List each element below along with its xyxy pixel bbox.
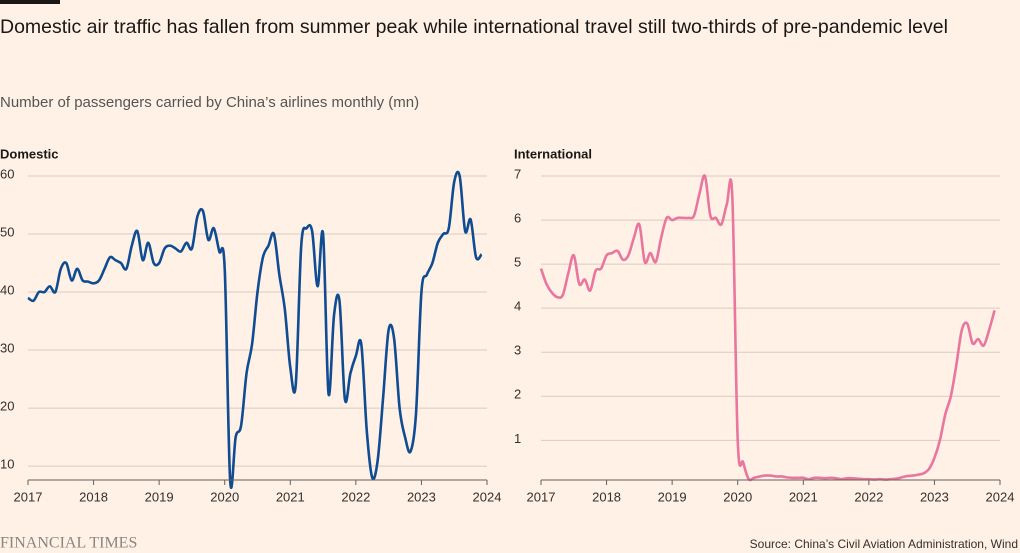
- y-tick-label: 30: [0, 340, 14, 355]
- y-tick-label: 50: [0, 224, 14, 239]
- logo: FINANCIAL TIMES: [0, 535, 137, 552]
- title: Domestic air traffic has fallen from sum…: [0, 16, 948, 38]
- x-tick-label: 2020: [210, 489, 239, 504]
- x-tick-label: 2018: [592, 489, 621, 504]
- x-tick-label: 2023: [407, 489, 436, 504]
- x-tick-label: 2018: [79, 489, 108, 504]
- x-tick-label: 2024: [473, 489, 502, 504]
- x-tick-label: 2019: [145, 489, 174, 504]
- y-tick-label: 10: [0, 457, 14, 472]
- x-tick-label: 2022: [854, 489, 883, 504]
- y-tick-label: 20: [0, 399, 14, 414]
- data-line: [27, 170, 483, 490]
- y-tick-label: 6: [514, 211, 521, 226]
- subtitle: Number of passengers carried by China’s …: [0, 94, 420, 111]
- x-tick-label: 2020: [723, 489, 752, 504]
- y-tick-label: 1: [514, 431, 521, 446]
- x-tick-label: 2019: [658, 489, 687, 504]
- y-tick-label: 3: [514, 343, 521, 358]
- x-tick-label: 2024: [986, 489, 1015, 504]
- x-tick-label: 2022: [341, 489, 370, 504]
- x-tick-label: 2017: [14, 489, 43, 504]
- y-tick-label: 4: [514, 299, 521, 314]
- y-tick-label: 2: [514, 387, 521, 402]
- x-tick-label: 2021: [276, 489, 305, 504]
- data-line: [539, 174, 996, 482]
- panel-title: International: [514, 146, 592, 161]
- panel-title: Domestic: [0, 146, 59, 161]
- y-tick-label: 7: [514, 166, 521, 181]
- y-tick-label: 60: [0, 166, 14, 181]
- y-tick-label: 5: [514, 255, 521, 270]
- brand-bar: [0, 0, 60, 4]
- x-tick-label: 2021: [789, 489, 818, 504]
- source: Source: China’s Civil Aviation Administr…: [750, 537, 1018, 551]
- x-tick-label: 2017: [527, 489, 556, 504]
- y-tick-label: 40: [0, 282, 14, 297]
- x-tick-label: 2023: [920, 489, 949, 504]
